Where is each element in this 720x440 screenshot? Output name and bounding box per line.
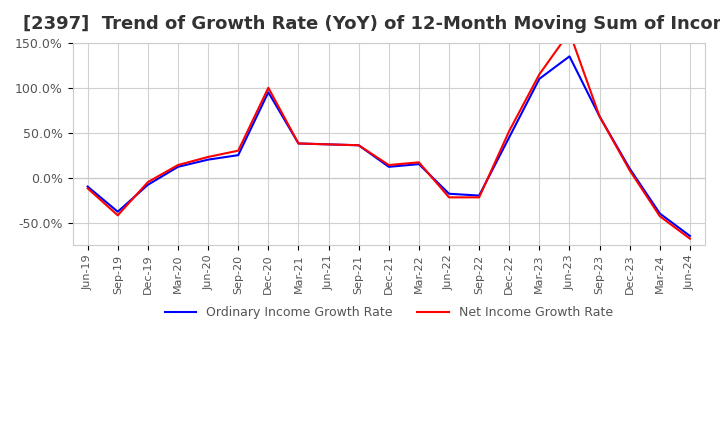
Ordinary Income Growth Rate	[174, 164, 182, 169]
Net Income Growth Rate	[595, 114, 604, 119]
Ordinary Income Growth Rate	[626, 166, 634, 171]
Net Income Growth Rate	[84, 186, 92, 191]
Ordinary Income Growth Rate	[505, 135, 513, 140]
Ordinary Income Growth Rate	[415, 161, 423, 167]
Legend: Ordinary Income Growth Rate, Net Income Growth Rate: Ordinary Income Growth Rate, Net Income …	[160, 301, 618, 323]
Ordinary Income Growth Rate	[655, 211, 664, 216]
Net Income Growth Rate	[354, 143, 363, 148]
Net Income Growth Rate	[114, 213, 122, 218]
Net Income Growth Rate	[415, 160, 423, 165]
Ordinary Income Growth Rate	[114, 209, 122, 214]
Net Income Growth Rate	[626, 168, 634, 173]
Net Income Growth Rate	[234, 148, 243, 153]
Ordinary Income Growth Rate	[445, 191, 454, 196]
Net Income Growth Rate	[294, 141, 303, 146]
Net Income Growth Rate	[655, 213, 664, 219]
Ordinary Income Growth Rate	[535, 76, 544, 81]
Line: Ordinary Income Growth Rate: Ordinary Income Growth Rate	[88, 56, 690, 236]
Net Income Growth Rate	[474, 195, 483, 200]
Net Income Growth Rate	[565, 29, 574, 35]
Ordinary Income Growth Rate	[234, 153, 243, 158]
Net Income Growth Rate	[384, 162, 393, 168]
Ordinary Income Growth Rate	[354, 143, 363, 148]
Line: Net Income Growth Rate: Net Income Growth Rate	[88, 32, 690, 238]
Net Income Growth Rate	[445, 195, 454, 200]
Net Income Growth Rate	[535, 72, 544, 77]
Title: [2397]  Trend of Growth Rate (YoY) of 12-Month Moving Sum of Incomes: [2397] Trend of Growth Rate (YoY) of 12-…	[23, 15, 720, 33]
Net Income Growth Rate	[143, 180, 152, 185]
Net Income Growth Rate	[204, 154, 212, 160]
Net Income Growth Rate	[505, 128, 513, 133]
Ordinary Income Growth Rate	[143, 182, 152, 187]
Ordinary Income Growth Rate	[595, 114, 604, 119]
Ordinary Income Growth Rate	[384, 164, 393, 169]
Net Income Growth Rate	[264, 85, 273, 91]
Ordinary Income Growth Rate	[565, 54, 574, 59]
Ordinary Income Growth Rate	[324, 142, 333, 147]
Net Income Growth Rate	[324, 142, 333, 147]
Ordinary Income Growth Rate	[685, 233, 694, 238]
Net Income Growth Rate	[685, 236, 694, 241]
Ordinary Income Growth Rate	[84, 184, 92, 189]
Net Income Growth Rate	[174, 162, 182, 168]
Ordinary Income Growth Rate	[264, 90, 273, 95]
Ordinary Income Growth Rate	[294, 141, 303, 146]
Ordinary Income Growth Rate	[474, 193, 483, 198]
Ordinary Income Growth Rate	[204, 157, 212, 162]
